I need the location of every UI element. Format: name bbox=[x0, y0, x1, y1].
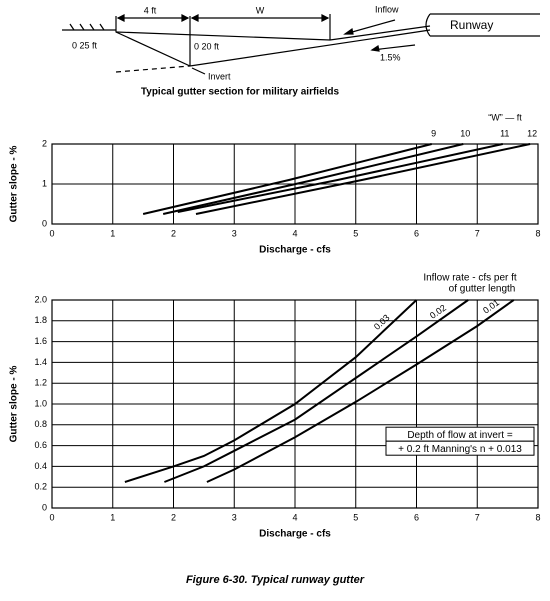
depth-label: 0 25 ft bbox=[72, 40, 98, 50]
legend-title: Inflow rate - cfs per ft bbox=[423, 273, 517, 284]
annotation-bg bbox=[385, 440, 535, 456]
x-tick-label: 5 bbox=[353, 228, 358, 238]
x-tick-label: 2 bbox=[171, 512, 176, 522]
x-tick-label: 8 bbox=[535, 512, 540, 522]
x-tick-label: 8 bbox=[535, 228, 540, 238]
series-label: 10 bbox=[460, 128, 470, 138]
runway-label: Runway bbox=[450, 18, 493, 32]
y-tick-label: 1.8 bbox=[34, 315, 47, 325]
dim-label: 4 ft bbox=[144, 5, 157, 15]
x-tick-label: 7 bbox=[475, 228, 480, 238]
series-line bbox=[206, 299, 515, 483]
y-axis-label: Gutter slope - % bbox=[9, 366, 20, 443]
x-tick-label: 5 bbox=[353, 512, 358, 522]
gutter-bottom bbox=[115, 16, 431, 67]
chart-bottom: 0 1 2 3 4 5 6 7 8 0 0.2 0.4 0.6 0.8 1.0 1.2 1.4 1.6 1.8 2.0… bbox=[9, 273, 541, 540]
series-line bbox=[142, 143, 432, 215]
x-tick-label: 3 bbox=[232, 512, 237, 522]
gutter-surface bbox=[115, 25, 431, 41]
x-tick-label: 7 bbox=[475, 512, 480, 522]
series-line bbox=[124, 299, 418, 483]
slope-label: 1.5% bbox=[380, 52, 401, 62]
series-label: 9 bbox=[431, 128, 436, 138]
y-tick-label: 0 bbox=[42, 218, 47, 228]
invert-leader bbox=[191, 67, 206, 75]
x-axis-label: Discharge - cfs bbox=[259, 529, 331, 540]
runway-shape bbox=[425, 13, 540, 37]
x-tick-label: 2 bbox=[171, 228, 176, 238]
y-tick-label: 1.6 bbox=[34, 336, 47, 346]
y-tick-label: 0.6 bbox=[34, 440, 47, 450]
arrowheads bbox=[116, 14, 330, 22]
x-tick-label: 4 bbox=[292, 228, 297, 238]
series-line bbox=[162, 143, 464, 215]
series-label: 0.03 bbox=[372, 312, 392, 331]
invert-label: Invert bbox=[208, 71, 231, 81]
legend-title: of gutter length bbox=[449, 284, 516, 295]
dim-label: W bbox=[256, 5, 265, 15]
x-axis-label: Discharge - cfs bbox=[259, 245, 331, 256]
y-tick-label: 1.0 bbox=[34, 398, 47, 408]
y-tick-label: 1.4 bbox=[34, 357, 47, 367]
x-tick-label: 6 bbox=[414, 228, 419, 238]
x-tick-label: 6 bbox=[414, 512, 419, 522]
legend-title: “W” — ft bbox=[488, 112, 522, 122]
y-tick-label: 1.2 bbox=[34, 378, 47, 388]
series-label: 11 bbox=[500, 128, 509, 138]
diagram-caption: Typical gutter section for military airf… bbox=[141, 87, 340, 98]
y-tick-label: 2 bbox=[42, 138, 47, 148]
inflow-arrow bbox=[344, 19, 396, 35]
x-tick-label: 3 bbox=[232, 228, 237, 238]
y-tick-label: 2.0 bbox=[34, 294, 47, 304]
arrowhead bbox=[370, 45, 380, 52]
series-line bbox=[195, 143, 531, 215]
ground-hatch bbox=[69, 23, 105, 31]
series-line bbox=[177, 143, 503, 213]
y-tick-label: 0.2 bbox=[34, 482, 47, 492]
series-label: 12 bbox=[527, 128, 537, 138]
dimension-ext bbox=[189, 14, 331, 66]
depth-label: 0 20 ft bbox=[194, 41, 220, 51]
dashed-line bbox=[115, 65, 191, 73]
y-axis-label: Gutter slope - % bbox=[9, 146, 20, 223]
figure-caption: Figure 6-30. Typical runway gutter bbox=[186, 574, 365, 586]
x-tick-label: 1 bbox=[110, 228, 115, 238]
annotation: + 0.2 ft Manning's n + 0.013 bbox=[398, 444, 522, 455]
y-tick-label: 0.8 bbox=[34, 419, 47, 429]
series-line bbox=[164, 299, 469, 483]
x-tick-label: 4 bbox=[292, 512, 297, 522]
series-label: 0.02 bbox=[428, 303, 448, 321]
x-tick-label: 0 bbox=[49, 228, 54, 238]
inflow-label: Inflow bbox=[375, 4, 399, 14]
y-tick-label: 0.4 bbox=[34, 461, 47, 471]
gutter-diagram bbox=[62, 13, 540, 75]
annotation: Depth of flow at invert = bbox=[407, 430, 512, 441]
y-tick-label: 0 bbox=[42, 502, 47, 512]
x-tick-label: 0 bbox=[49, 512, 54, 522]
x-tick-label: 1 bbox=[110, 512, 115, 522]
y-tick-label: 1 bbox=[42, 178, 47, 188]
arrowhead bbox=[343, 27, 354, 35]
